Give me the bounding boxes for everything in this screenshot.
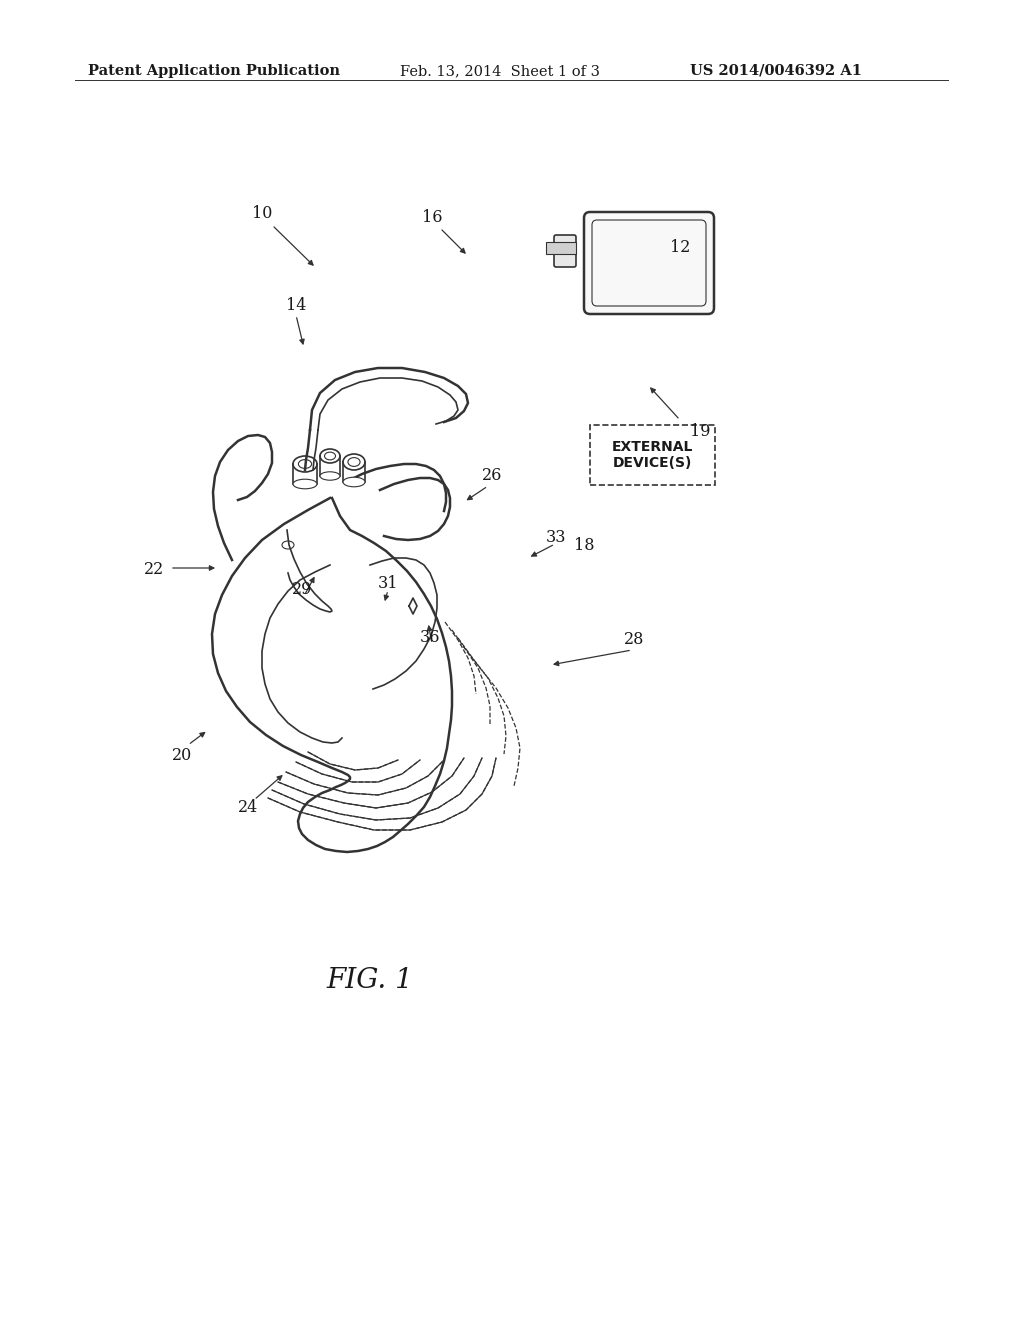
- Bar: [546, 242, 575, 253]
- FancyBboxPatch shape: [554, 235, 575, 267]
- FancyBboxPatch shape: [584, 213, 714, 314]
- Text: 10: 10: [252, 205, 272, 222]
- Text: 26: 26: [482, 467, 502, 484]
- Text: 16: 16: [422, 210, 442, 227]
- Text: 31: 31: [378, 576, 398, 593]
- Text: 36: 36: [420, 630, 440, 647]
- Text: 12: 12: [670, 239, 690, 256]
- Text: FIG. 1: FIG. 1: [327, 966, 414, 994]
- Text: EXTERNAL
DEVICE(S): EXTERNAL DEVICE(S): [611, 440, 693, 470]
- Text: Feb. 13, 2014  Sheet 1 of 3: Feb. 13, 2014 Sheet 1 of 3: [400, 63, 600, 78]
- Text: 22: 22: [144, 561, 164, 578]
- Text: 14: 14: [286, 297, 306, 314]
- Ellipse shape: [293, 479, 317, 488]
- FancyBboxPatch shape: [590, 425, 715, 484]
- Text: 24: 24: [238, 800, 258, 817]
- Text: Patent Application Publication: Patent Application Publication: [88, 63, 340, 78]
- Text: 29: 29: [292, 582, 312, 598]
- Text: 19: 19: [690, 424, 711, 441]
- Ellipse shape: [343, 478, 365, 487]
- Text: 18: 18: [573, 537, 594, 554]
- Text: 20: 20: [172, 747, 193, 763]
- Text: US 2014/0046392 A1: US 2014/0046392 A1: [690, 63, 862, 78]
- Text: 33: 33: [546, 529, 566, 546]
- Ellipse shape: [319, 471, 340, 480]
- Text: 28: 28: [624, 631, 644, 648]
